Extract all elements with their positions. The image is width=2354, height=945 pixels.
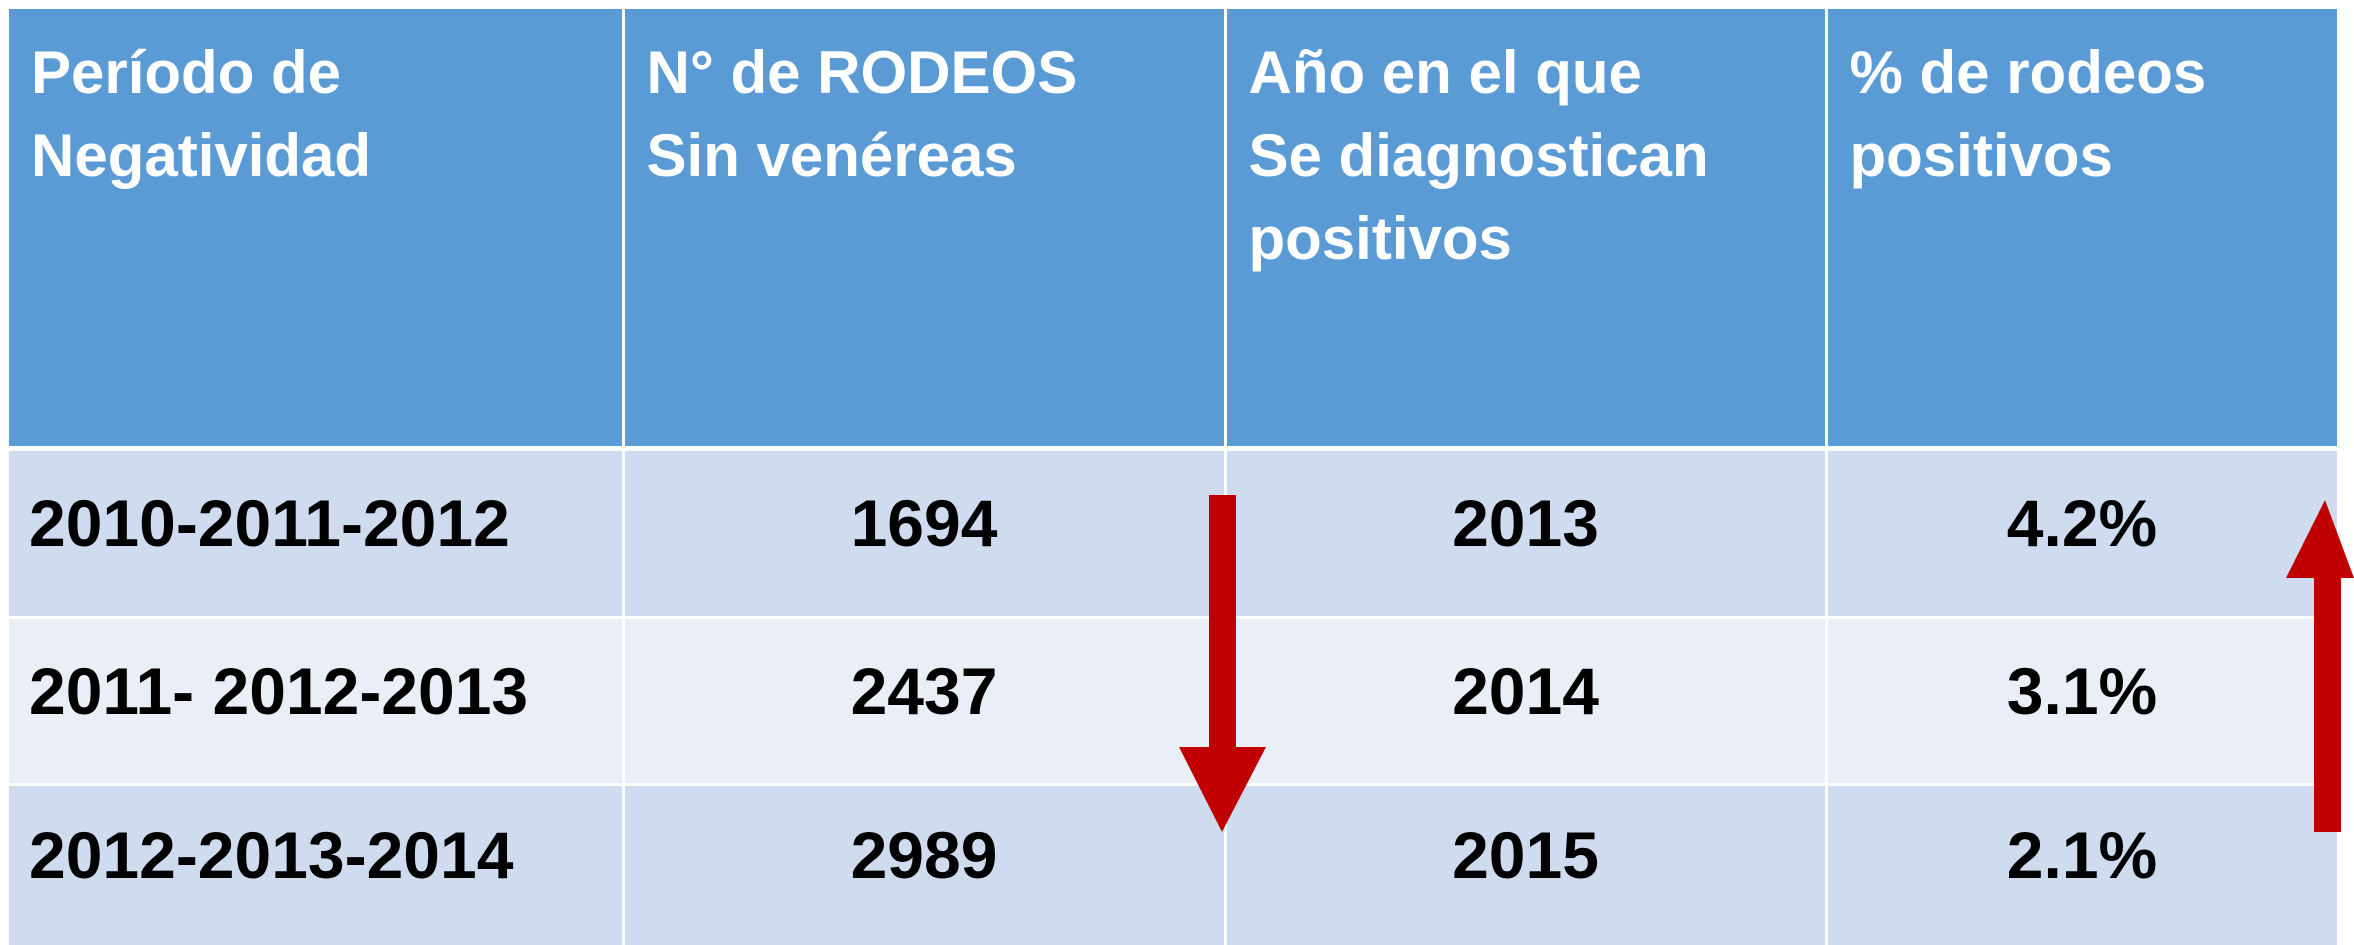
body-cell: 2014	[1226, 618, 1825, 783]
up-arrow-head	[2286, 500, 2354, 578]
body-cell: 2437	[624, 618, 1224, 783]
body-cell: 3.1%	[1827, 618, 2337, 783]
header-cell: % de rodeos positivos	[1827, 9, 2337, 446]
header-cell: Año en el que Se diagnostican positivos	[1226, 9, 1825, 446]
body-cell: 2015	[1226, 785, 1825, 945]
body-cell: 2989	[624, 785, 1224, 945]
down-arrow-shaft	[1209, 495, 1236, 750]
down-arrow-head	[1179, 747, 1266, 832]
body-cell: 2.1%	[1827, 785, 2337, 945]
body-cell: 2012-2013-2014	[9, 785, 622, 945]
body-cell: 2010-2011-2012	[9, 450, 622, 616]
up-arrow-shaft	[2314, 572, 2341, 832]
body-cell: 1694	[624, 450, 1224, 616]
body-cell: 2013	[1226, 450, 1825, 616]
body-cell: 2011- 2012-2013	[9, 618, 622, 783]
body-cell: 4.2%	[1827, 450, 2337, 616]
header-cell: Período de Negatividad	[9, 9, 622, 446]
header-cell: N° de RODEOS Sin venéreas	[624, 9, 1224, 446]
